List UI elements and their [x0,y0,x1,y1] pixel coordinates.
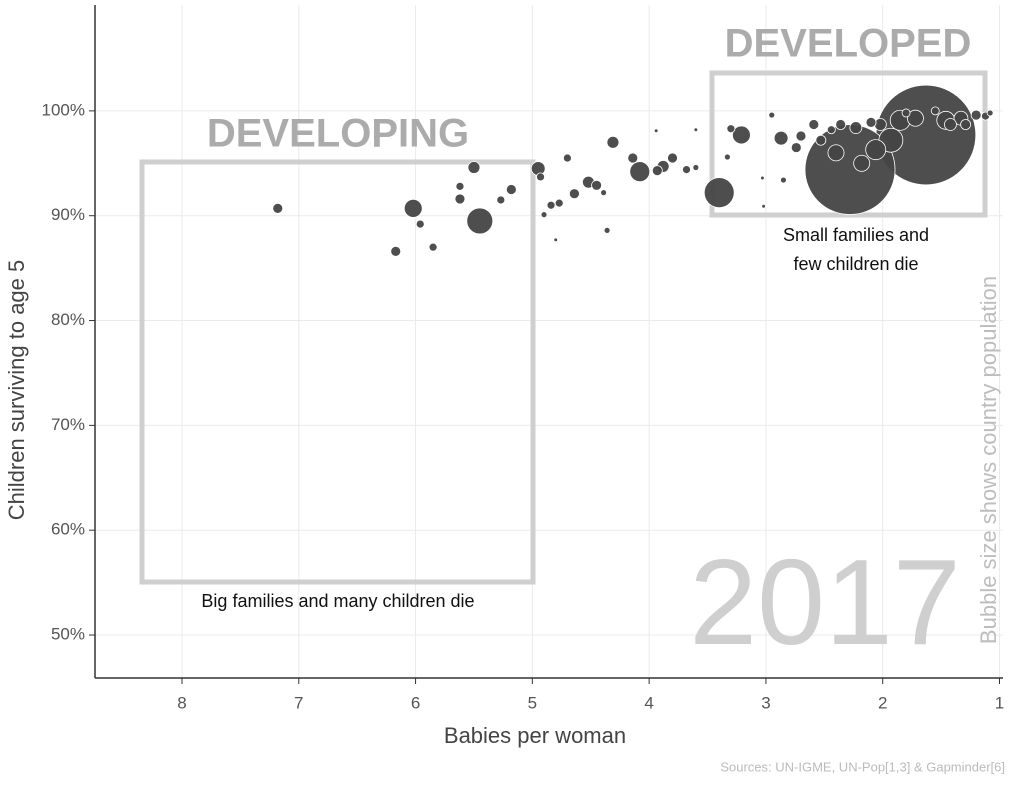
bubble [454,193,466,205]
bubble [986,109,994,117]
bubble [653,128,659,134]
bubble [591,179,603,191]
x-tick-label: 1 [995,693,1004,712]
bubble [568,188,580,200]
bubble [496,195,506,205]
developed-label: DEVELOPED [725,22,972,66]
bubble [692,164,700,171]
bubble [906,109,924,127]
developed-box [709,70,988,218]
y-tick-label: 60% [51,520,85,539]
bubble [629,161,651,183]
size-note: Bubble size shows country population [976,276,1001,644]
bubble [562,153,572,163]
developing-label: DEVELOPING [207,112,469,156]
bubble [773,130,789,146]
x-tick-label: 3 [761,693,770,712]
x-tick-label: 2 [878,693,887,712]
y-tick-label: 100% [42,100,85,119]
bubbles [272,84,994,257]
y-tick-label: 80% [51,310,85,329]
year-label: 2017 [689,534,960,670]
bubble [760,175,765,181]
bubble [826,125,836,135]
bubble [682,165,691,175]
bubble [835,119,847,130]
bubble [790,142,802,153]
bubble [536,172,545,182]
bubble [944,118,957,131]
bubble [553,237,559,243]
bubble [780,176,787,184]
bubble [865,116,877,128]
bubble [651,165,663,177]
bubble [627,152,639,164]
bubble [667,152,678,164]
bubble [815,134,827,146]
bubble [703,177,735,209]
bubble [606,135,620,149]
bubble [827,144,845,162]
bubble [505,184,517,195]
y-tick-label: 70% [51,415,85,434]
bubble [761,203,766,209]
bubble [415,219,425,229]
x-tick-label: 8 [177,693,186,712]
bubble [768,111,776,119]
bubble [403,198,423,218]
bubble [849,121,863,135]
bubble [930,106,940,116]
x-axis-label: Babies per woman [444,723,626,748]
bubble [390,245,402,257]
bubble [873,118,887,131]
bubble [726,124,736,134]
source: Sources: UN-IGME, UN-Pop[1,3] & Gapminde… [720,759,1005,774]
bubble [865,139,887,161]
bubble [732,125,751,145]
y-tick-label: 50% [51,625,85,644]
bubble [960,119,972,130]
bubble [455,181,465,191]
annotation: few children die [793,254,918,274]
bubble [901,108,911,118]
annotation: Small families and [783,225,929,245]
bubble [795,130,807,142]
bubble [970,109,982,121]
y-axis-label: Children surviving to age 5 [4,260,29,520]
y-tick-label: 90% [51,205,85,224]
bubble [466,207,494,235]
bubble [600,189,607,197]
bubble [554,198,564,208]
developing-box [139,159,536,585]
x-tick-label: 5 [528,693,537,712]
bubble [723,153,731,161]
bubble [603,226,611,234]
bubble [853,154,871,172]
x-tick-label: 6 [411,693,420,712]
bubble [428,242,438,252]
x-tick-label: 4 [644,693,653,712]
bubble [467,161,481,174]
annotation: Big families and many children die [201,591,474,611]
bubble [272,202,284,214]
bubble [808,119,820,130]
bubble [546,200,556,210]
bubble [540,211,548,219]
x-tick-label: 7 [294,693,303,712]
bubble [693,127,699,133]
